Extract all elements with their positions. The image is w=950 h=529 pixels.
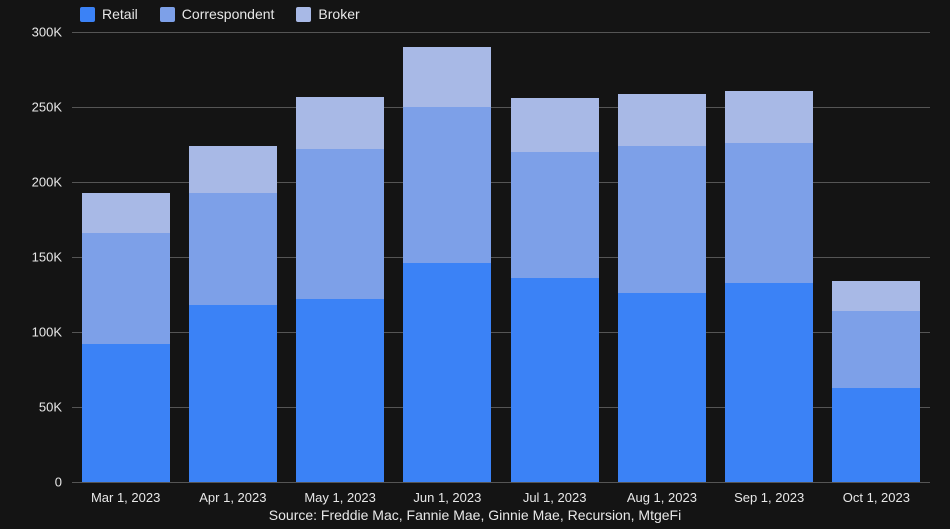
y-tick-label: 50K	[39, 400, 62, 415]
legend-item-broker: Broker	[296, 6, 359, 22]
y-tick-label: 150K	[32, 250, 62, 265]
legend-swatch-broker	[296, 7, 311, 22]
bar-group: Jul 1, 2023	[511, 98, 599, 482]
bar-segment-broker	[618, 94, 706, 147]
legend-item-correspondent: Correspondent	[160, 6, 275, 22]
legend-swatch-correspondent	[160, 7, 175, 22]
legend-swatch-retail	[80, 7, 95, 22]
bar-segment-correspondent	[189, 193, 277, 306]
bar-segment-broker	[189, 146, 277, 193]
x-tick-label: Aug 1, 2023	[627, 490, 697, 505]
y-tick-label: 100K	[32, 325, 62, 340]
bar-segment-correspondent	[403, 107, 491, 263]
plot-area: 050K100K150K200K250K300K Mar 1, 2023Apr …	[72, 32, 930, 482]
y-tick-label: 0	[55, 475, 62, 490]
bar-segment-broker	[725, 91, 813, 144]
bar-segment-broker	[82, 193, 170, 234]
legend: Retail Correspondent Broker	[80, 6, 360, 22]
bar-group: Oct 1, 2023	[832, 281, 920, 482]
y-tick-label: 250K	[32, 100, 62, 115]
bar-group: Aug 1, 2023	[618, 94, 706, 483]
x-tick-label: Sep 1, 2023	[734, 490, 804, 505]
source-text: Source: Freddie Mac, Fannie Mae, Ginnie …	[0, 507, 950, 523]
bar-segment-retail	[296, 299, 384, 482]
bar-segment-retail	[511, 278, 599, 482]
grid-line	[72, 482, 930, 483]
bar-segment-retail	[189, 305, 277, 482]
bar-segment-retail	[618, 293, 706, 482]
bar-group: Apr 1, 2023	[189, 146, 277, 482]
bar-segment-correspondent	[618, 146, 706, 293]
x-tick-label: Apr 1, 2023	[199, 490, 266, 505]
bar-segment-correspondent	[511, 152, 599, 278]
x-tick-label: May 1, 2023	[304, 490, 376, 505]
legend-label-retail: Retail	[102, 6, 138, 22]
bars-container: Mar 1, 2023Apr 1, 2023May 1, 2023Jun 1, …	[72, 32, 930, 482]
bar-segment-correspondent	[832, 311, 920, 388]
bar-group: Mar 1, 2023	[82, 193, 170, 483]
bar-segment-broker	[296, 97, 384, 150]
bar-segment-retail	[82, 344, 170, 482]
x-tick-label: Jun 1, 2023	[413, 490, 481, 505]
chart-container: Retail Correspondent Broker 050K100K150K…	[0, 0, 950, 529]
bar-segment-correspondent	[725, 143, 813, 283]
bar-segment-broker	[832, 281, 920, 311]
bar-segment-broker	[403, 47, 491, 107]
y-tick-label: 300K	[32, 25, 62, 40]
x-tick-label: Jul 1, 2023	[523, 490, 587, 505]
bar-group: Sep 1, 2023	[725, 91, 813, 483]
x-tick-label: Mar 1, 2023	[91, 490, 160, 505]
legend-item-retail: Retail	[80, 6, 138, 22]
bar-group: Jun 1, 2023	[403, 47, 491, 482]
legend-label-broker: Broker	[318, 6, 359, 22]
legend-label-correspondent: Correspondent	[182, 6, 275, 22]
y-tick-label: 200K	[32, 175, 62, 190]
x-tick-label: Oct 1, 2023	[843, 490, 910, 505]
bar-segment-broker	[511, 98, 599, 152]
bar-segment-retail	[725, 283, 813, 483]
bar-segment-retail	[832, 388, 920, 483]
bar-segment-correspondent	[296, 149, 384, 299]
bar-group: May 1, 2023	[296, 97, 384, 483]
bar-segment-correspondent	[82, 233, 170, 344]
bar-segment-retail	[403, 263, 491, 482]
